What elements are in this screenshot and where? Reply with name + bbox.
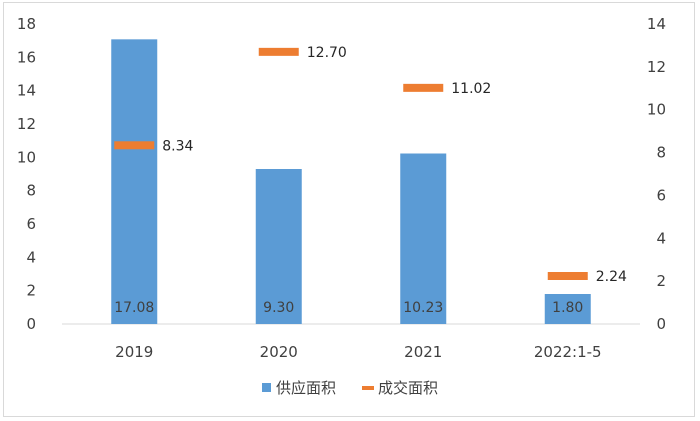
marker [114,141,155,150]
marker-value-label: 11.02 [451,81,491,97]
left-tick-label: 12 [17,115,36,133]
x-tick-label: 2020 [260,343,298,361]
bar-value-label: 17.08 [114,300,154,316]
marker [403,83,444,92]
left-tick-label: 18 [17,15,36,33]
right-tick-label: 6 [656,186,666,204]
marker-value-label: 12.70 [307,45,347,61]
marker-series: 8.34 12.70 11.02 2.24 [114,45,627,285]
right-tick-label: 12 [647,58,666,76]
left-tick-label: 16 [17,48,36,66]
bar [544,294,591,324]
right-tick-label: 2 [656,272,666,290]
legend-marker-label: 成交面积 [378,379,438,397]
marker [547,272,588,280]
bar [400,153,447,324]
marker-value-label: 2.24 [596,269,627,285]
right-tick-label: 0 [656,315,666,333]
right-tick-label: 10 [647,101,666,119]
x-tick-label: 2022:1-5 [534,343,602,361]
marker-value-label: 8.34 [162,138,193,154]
bar-value-label: 1.80 [552,300,583,316]
bar-series: 17.08 9.30 10.23 1.80 [111,39,591,324]
right-axis: 0 2 4 6 8 10 12 14 [647,15,666,333]
legend-marker-swatch [362,386,374,390]
left-tick-label: 2 [26,282,36,300]
right-tick-label: 4 [656,229,666,247]
left-tick-label: 14 [17,82,36,100]
bar-value-label: 10.23 [403,300,443,316]
right-tick-label: 8 [656,144,666,162]
marker [258,47,299,56]
bar [255,169,302,324]
left-tick-label: 4 [26,248,36,266]
x-axis: 2019 2020 2021 2022:1-5 [115,343,601,361]
left-tick-label: 0 [26,315,36,333]
bar-value-label: 9.30 [263,300,294,316]
bar [111,39,158,324]
left-tick-label: 6 [26,215,36,233]
left-axis: 0 2 4 6 8 10 12 14 16 18 [17,15,36,333]
x-tick-label: 2021 [404,343,442,361]
legend-bar-label: 供应面积 [276,379,336,397]
left-tick-label: 10 [17,148,36,166]
legend-bar-swatch [262,383,271,392]
x-tick-label: 2019 [115,343,153,361]
left-tick-label: 8 [26,182,36,200]
legend: 供应面积 成交面积 [262,379,438,397]
right-tick-label: 14 [647,15,666,33]
